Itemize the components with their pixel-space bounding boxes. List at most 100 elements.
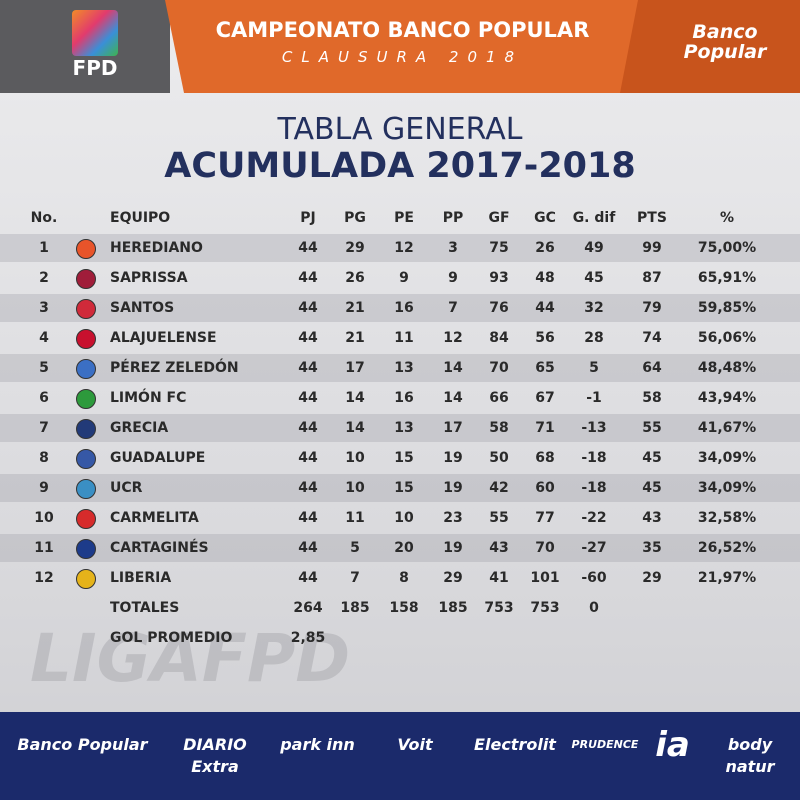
table-cell: 55: [489, 510, 509, 526]
table-cell: 55: [642, 420, 662, 436]
watermark: LIGAFPD: [30, 620, 351, 697]
totals-cell: 753: [484, 600, 514, 616]
table-cell: 17: [345, 360, 365, 376]
table-cell: 3: [39, 300, 49, 316]
table-cell: 75,00%: [697, 240, 757, 256]
table-cell: 44: [298, 450, 318, 466]
table-cell: 19: [443, 450, 463, 466]
team-crest: [76, 509, 96, 529]
table-cell: 42: [489, 480, 509, 496]
table-cell: 45: [584, 270, 604, 286]
table-cell: 23: [443, 510, 463, 526]
table-cell: 43,94%: [697, 390, 757, 406]
table-cell: 2: [39, 270, 49, 286]
team-name: SAPRISSA: [110, 270, 188, 286]
sponsor-logo: ia: [655, 725, 690, 765]
table-cell: 13: [394, 420, 414, 436]
table-cell: 76: [489, 300, 509, 316]
table-cell: 32: [584, 300, 604, 316]
team-name: HEREDIANO: [110, 240, 203, 256]
table-cell: 34,09%: [697, 450, 757, 466]
row-shade: [0, 474, 800, 502]
sponsor-logo: body natur: [725, 735, 775, 776]
table-cell: 48,48%: [697, 360, 757, 376]
table-cell: 99: [642, 240, 662, 256]
column-header: %: [719, 210, 735, 226]
table-cell: 44: [298, 570, 318, 586]
table-cell: 60: [535, 480, 555, 496]
table-cell: 44: [298, 360, 318, 376]
table-cell: 48: [535, 270, 555, 286]
table-cell: 44: [298, 510, 318, 526]
totals-label: TOTALES: [110, 600, 180, 616]
table-cell: 45: [642, 480, 662, 496]
table-cell: 41: [489, 570, 509, 586]
sponsor-logo: Banco Popular: [17, 735, 148, 754]
average-label: GOL PROMEDIO: [110, 630, 233, 646]
totals-cell: 185: [340, 600, 370, 616]
table-cell: 56: [535, 330, 555, 346]
table-cell: 9: [399, 270, 409, 286]
table-cell: 5: [39, 360, 49, 376]
team-crest: [76, 479, 96, 499]
table-cell: 14: [345, 420, 365, 436]
table-cell: 19: [443, 540, 463, 556]
team-name: UCR: [110, 480, 143, 496]
table-cell: 9: [448, 270, 458, 286]
totals-cell: 753: [530, 600, 560, 616]
team-name: LIBERIA: [110, 570, 172, 586]
table-cell: 21: [345, 330, 365, 346]
team-crest: [76, 419, 96, 439]
table-cell: 29: [642, 570, 662, 586]
team-crest: [76, 569, 96, 589]
table-cell: 44: [298, 330, 318, 346]
table-cell: 74: [642, 330, 662, 346]
table-cell: 26: [535, 240, 555, 256]
table-cell: 10: [345, 480, 365, 496]
header-sponsor: Banco Popular: [660, 22, 790, 62]
table-cell: 7: [39, 420, 49, 436]
table-cell: 34,09%: [697, 480, 757, 496]
table-cell: 17: [443, 420, 463, 436]
row-shade: [0, 414, 800, 442]
column-header: G. dif: [572, 210, 616, 226]
table-cell: 49: [584, 240, 604, 256]
table-cell: 5: [589, 360, 599, 376]
table-cell: -22: [581, 510, 607, 526]
team-name: GRECIA: [110, 420, 169, 436]
column-header: PP: [442, 210, 464, 226]
table-cell: 101: [530, 570, 560, 586]
table-cell: 84: [489, 330, 509, 346]
table-cell: 10: [394, 510, 414, 526]
table-cell: 70: [535, 540, 555, 556]
table-cell: 15: [394, 450, 414, 466]
table-cell: 44: [535, 300, 555, 316]
totals-cell: 158: [389, 600, 419, 616]
table-cell: 7: [448, 300, 458, 316]
table-cell: 68: [535, 450, 555, 466]
table-cell: 12: [394, 240, 414, 256]
table-cell: 58: [642, 390, 662, 406]
footer: Banco Popular DIARIO Extra park inn Voit Ele…: [0, 712, 800, 800]
table-cell: 1: [39, 240, 49, 256]
table-cell: 16: [394, 300, 414, 316]
team-name: CARTAGINÉS: [110, 540, 209, 556]
table-cell: 44: [298, 240, 318, 256]
team-name: CARMELITA: [110, 510, 199, 526]
table-cell: 12: [443, 330, 463, 346]
logo-mark: [72, 10, 118, 56]
table-cell: 93: [489, 270, 509, 286]
table-cell: 70: [489, 360, 509, 376]
logo-text: FPD: [72, 56, 118, 80]
row-shade: [0, 234, 800, 262]
sponsor-logo: park inn: [280, 735, 355, 754]
column-header: No.: [30, 210, 58, 226]
table-cell: 43: [489, 540, 509, 556]
table-cell: 4: [39, 330, 49, 346]
table-cell: 19: [443, 480, 463, 496]
table-cell: -18: [581, 480, 607, 496]
table-cell: 5: [350, 540, 360, 556]
table-cell: 15: [394, 480, 414, 496]
column-header: EQUIPO: [110, 210, 171, 226]
